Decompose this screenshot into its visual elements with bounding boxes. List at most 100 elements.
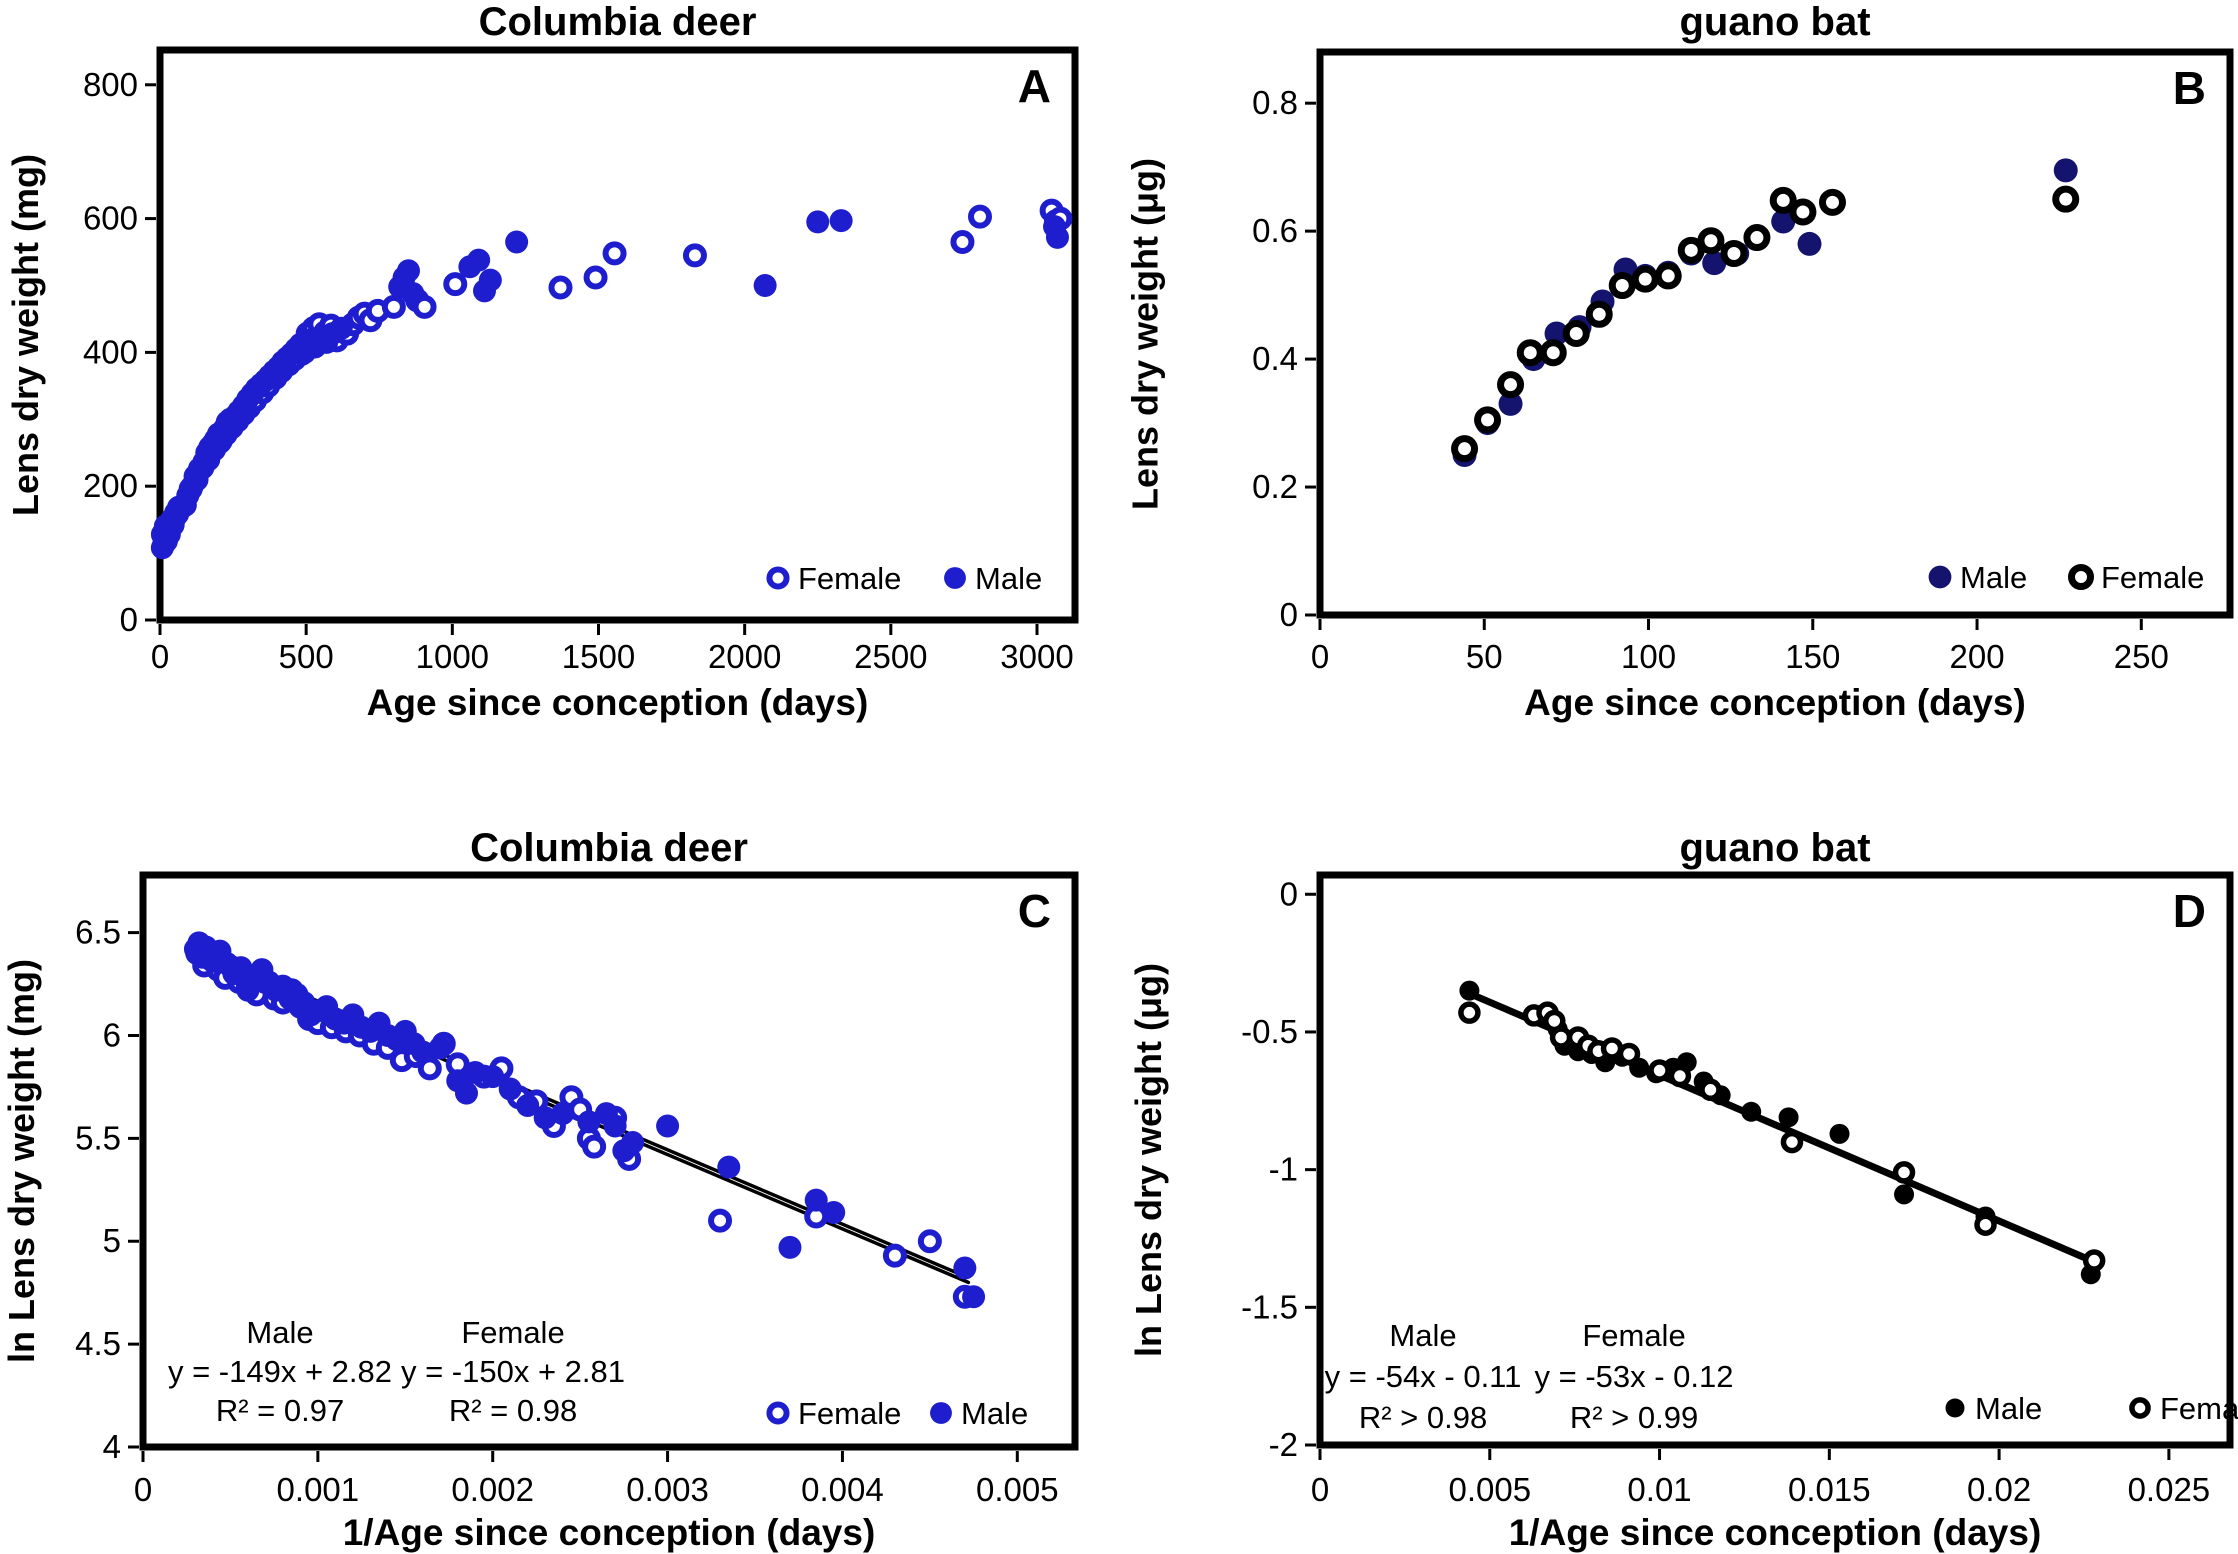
data-point-female — [711, 1212, 729, 1230]
data-point-female — [1478, 410, 1498, 430]
legend-marker-male — [944, 567, 966, 589]
legend-label: Female — [2101, 560, 2204, 595]
regression-annotation: R² > 0.99 — [1570, 1400, 1698, 1435]
data-point-female — [1455, 439, 1475, 459]
y-tick-label: 5 — [103, 1222, 121, 1259]
y-tick-label: -1 — [1269, 1151, 1298, 1188]
regression-annotation: R² = 0.97 — [216, 1393, 344, 1428]
regression-annotation: Female — [1582, 1318, 1685, 1353]
panel-letter: B — [2173, 62, 2206, 114]
data-point-male — [778, 1236, 801, 1259]
data-point-female — [1620, 1045, 1637, 1062]
x-tick-label: 0.002 — [451, 1471, 534, 1508]
x-tick-label: 50 — [1466, 638, 1503, 675]
y-tick-label: 4.5 — [75, 1325, 121, 1362]
data-point-female — [1635, 269, 1655, 289]
data-point-female — [1651, 1062, 1668, 1079]
data-point-female — [1783, 1134, 1800, 1151]
regression-annotation: Female — [461, 1315, 564, 1350]
panel-c-x-axis-label: 1/Age since conception (days) — [143, 1512, 1075, 1554]
data-point-male — [397, 259, 420, 282]
legend-marker-female — [769, 569, 786, 586]
data-point-female — [1501, 375, 1521, 395]
data-point-male — [754, 274, 777, 297]
x-tick-label: 2500 — [854, 638, 927, 675]
data-point-male — [505, 231, 528, 254]
x-tick-label: 2000 — [708, 638, 781, 675]
panel-a-x-axis-label: Age since conception (days) — [160, 682, 1075, 724]
data-point-female — [921, 1232, 939, 1250]
data-point-female — [953, 233, 971, 251]
data-point-female — [1701, 231, 1721, 251]
data-point-female — [1658, 266, 1678, 286]
legend-label: Male — [1975, 1391, 2042, 1426]
panel-letter: D — [2173, 885, 2206, 937]
data-point-male — [499, 1077, 522, 1100]
x-tick-label: 0.005 — [976, 1471, 1059, 1508]
legend-marker-male — [930, 1402, 952, 1424]
data-point-female — [551, 279, 569, 297]
regression-annotation: R² > 0.98 — [1359, 1400, 1487, 1435]
data-point-female — [2056, 189, 2076, 209]
x-tick-label: 0.004 — [801, 1471, 884, 1508]
y-tick-label: -0.5 — [1241, 1013, 1298, 1050]
regression-annotation: R² = 0.98 — [449, 1393, 577, 1428]
regression-annotation: y = -149x + 2.82 — [168, 1354, 392, 1389]
data-point-female — [585, 1138, 603, 1156]
y-tick-label: 0 — [1280, 596, 1298, 633]
legend-marker-female — [2132, 1400, 2148, 1416]
y-tick-label: 6.5 — [75, 914, 121, 951]
data-point-female — [1793, 202, 1813, 222]
x-tick-label: 0.001 — [277, 1471, 360, 1508]
data-point-female — [1671, 1068, 1688, 1085]
data-point-male — [2054, 158, 2078, 182]
x-tick-label: 200 — [1950, 638, 2005, 675]
data-point-male — [717, 1156, 740, 1179]
x-tick-label: 0.01 — [1627, 1471, 1691, 1508]
x-tick-label: 0 — [151, 638, 169, 675]
y-tick-label: 6 — [103, 1016, 121, 1053]
data-point-male — [479, 269, 502, 292]
y-tick-label: -1.5 — [1241, 1288, 1298, 1325]
x-tick-label: 0 — [1311, 638, 1329, 675]
data-point-female — [2086, 1252, 2103, 1269]
x-tick-label: 3000 — [1000, 638, 1073, 675]
x-tick-label: 0.005 — [1448, 1471, 1531, 1508]
data-point-female — [1520, 343, 1540, 363]
data-point-female — [1566, 324, 1586, 344]
data-point-male — [1741, 1102, 1761, 1122]
data-point-female — [686, 246, 704, 264]
y-tick-label: 800 — [83, 66, 138, 103]
data-point-male — [953, 1256, 976, 1279]
data-point-female — [385, 298, 403, 316]
legend: Female Male — [769, 1396, 1028, 1431]
legend-label: Male — [961, 1396, 1028, 1431]
x-tick-label: 1000 — [416, 638, 489, 675]
y-tick-label: 4 — [103, 1428, 121, 1465]
panel-b-x-axis-label: Age since conception (days) — [1320, 682, 2230, 724]
data-point-female — [971, 208, 989, 226]
data-point-male — [429, 1036, 452, 1059]
data-point-female — [1612, 276, 1632, 296]
legend-marker-male — [1946, 1399, 1965, 1418]
data-point-female — [606, 244, 624, 262]
legend-label: Female — [798, 1396, 901, 1431]
y-tick-label: 600 — [83, 200, 138, 237]
data-point-female — [1747, 228, 1767, 248]
y-tick-label: 400 — [83, 333, 138, 370]
panel-letter: A — [1018, 60, 1051, 112]
regression-annotation: y = -54x - 0.11 — [1325, 1359, 1522, 1394]
y-tick-label: 0.6 — [1252, 212, 1298, 249]
data-point-male — [1046, 226, 1069, 249]
y-tick-label: 0.2 — [1252, 468, 1298, 505]
panel-d-x-axis-label: 1/Age since conception (days) — [1320, 1512, 2230, 1554]
data-point-male — [962, 1285, 985, 1308]
x-tick-label: 0.003 — [626, 1471, 709, 1508]
data-point-female — [1543, 343, 1563, 363]
x-tick-label: 0.02 — [1967, 1471, 2031, 1508]
panel-letter: C — [1018, 885, 1051, 937]
data-point-female — [886, 1247, 904, 1265]
data-point-male — [1797, 232, 1821, 256]
